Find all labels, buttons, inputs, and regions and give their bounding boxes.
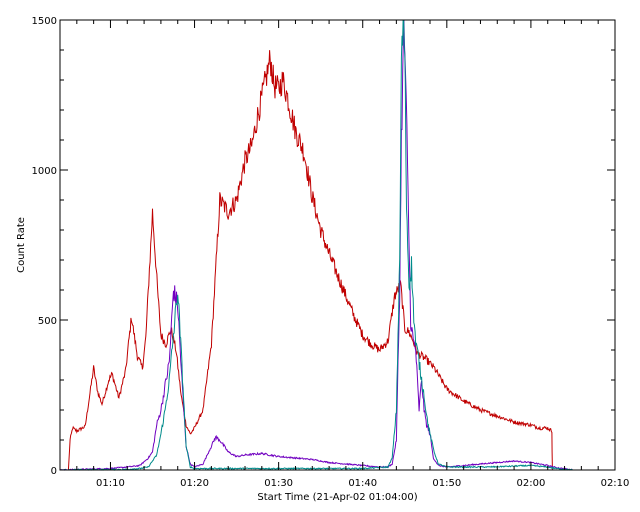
- y-tick-label: 1000: [32, 166, 57, 177]
- x-tick-label: 02:10: [601, 478, 630, 489]
- series-line-1: [67, 50, 553, 471]
- y-tick-label: 1500: [32, 16, 57, 27]
- series-layer: [60, 19, 573, 471]
- series-line-3: [60, 19, 573, 471]
- x-tick-label: 01:30: [264, 478, 293, 489]
- tick-layer: 01:10 01:20 01:30 01:40 01:50 02:00 02:10 0 500 1…: [32, 16, 630, 489]
- x-tick-label: 01:40: [348, 478, 377, 489]
- y-tick-label: 0: [51, 466, 57, 477]
- y-tick-label: 500: [38, 316, 57, 327]
- plot-frame: [59, 19, 616, 471]
- x-axis-label: Start Time (21-Apr-02 01:04:00): [257, 492, 417, 503]
- series-line-2: [60, 19, 573, 471]
- x-tick-label: 01:10: [96, 478, 125, 489]
- x-tick-label: 01:20: [180, 478, 209, 489]
- x-tick-label: 02:00: [516, 478, 545, 489]
- x-tick-label: 01:50: [432, 478, 461, 489]
- y-axis-label: Count Rate: [16, 217, 27, 273]
